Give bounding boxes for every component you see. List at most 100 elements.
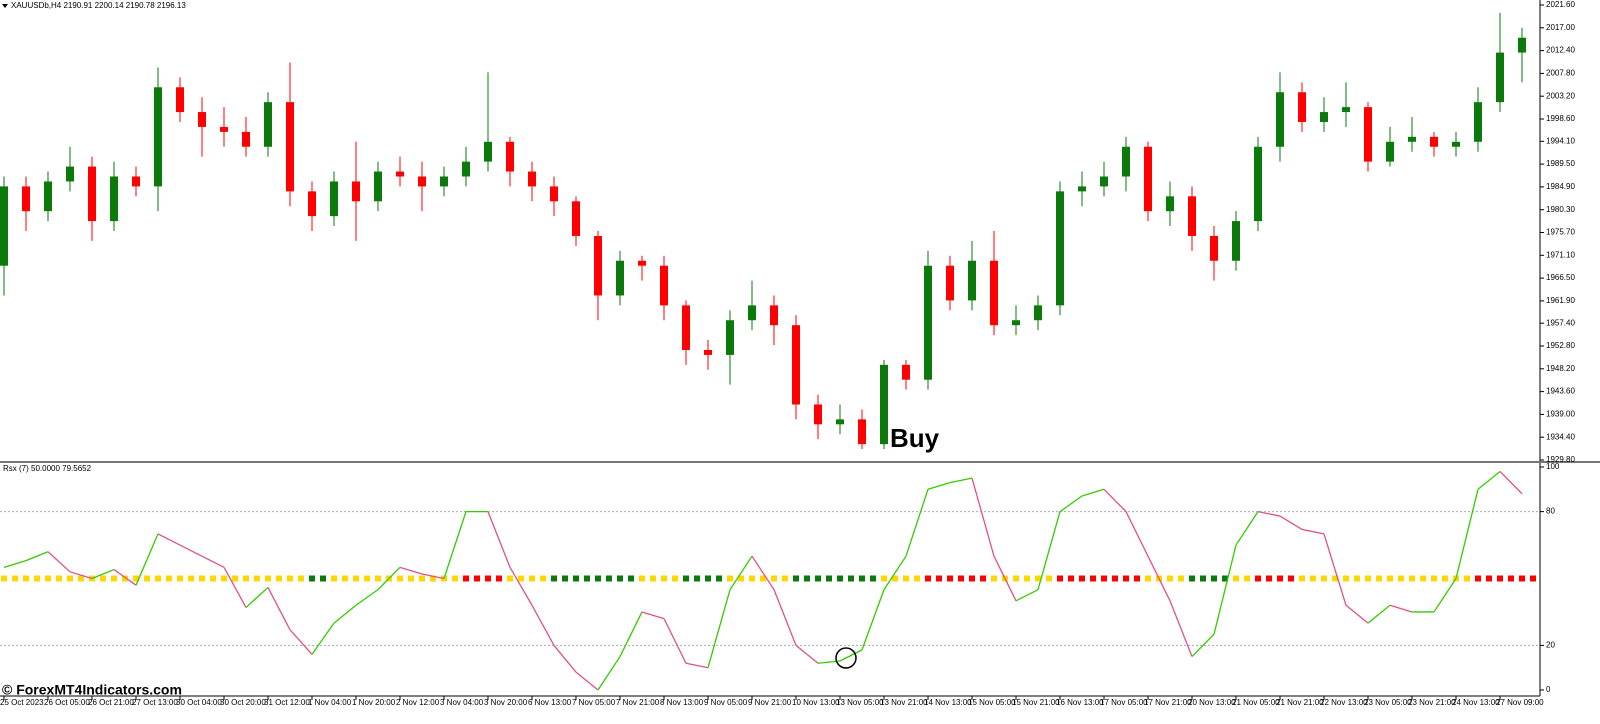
rsi-segment: [267, 587, 291, 631]
candle-body: [1254, 146, 1262, 222]
rsi-segment: [993, 555, 1017, 602]
signal-dot: [1332, 575, 1338, 582]
candle-body: [528, 171, 536, 187]
signal-dot: [199, 575, 205, 582]
y-tick-label: 1939.00: [1546, 410, 1575, 419]
x-tick-label: 9 Nov 05:00: [704, 698, 748, 707]
rsi-segment: [1345, 604, 1369, 624]
rsi-segment: [333, 604, 357, 624]
candle-body: [1012, 320, 1020, 326]
signal-dot: [1145, 575, 1151, 582]
x-tick-label: 22 Nov 13:00: [1320, 698, 1368, 707]
candle-body: [1232, 221, 1240, 261]
y-tick-label: 1984.90: [1546, 182, 1575, 191]
signal-dot: [1222, 575, 1228, 582]
candle-body: [462, 161, 470, 177]
rsi-segment: [927, 481, 951, 490]
x-tick-label: 14 Nov 13:00: [924, 698, 972, 707]
rsi-segment: [663, 618, 687, 664]
x-tick-label: 17 Nov 05:00: [1100, 698, 1148, 707]
signal-dot: [1442, 575, 1448, 582]
candle-body: [1474, 102, 1482, 142]
signal-dot: [23, 575, 29, 582]
candle-body: [506, 141, 514, 172]
x-tick-label: 23 Nov 05:00: [1364, 698, 1412, 707]
candle-body: [132, 176, 140, 187]
rsi-segment: [421, 573, 445, 580]
signal-dot: [848, 575, 854, 582]
signal-dot: [1431, 575, 1437, 582]
signal-dot: [1266, 575, 1272, 582]
candle-body: [1298, 92, 1306, 122]
rsi-segment: [1081, 488, 1105, 497]
candle-body: [418, 176, 426, 187]
signal-dot: [1321, 575, 1327, 582]
signal-dot: [210, 575, 216, 582]
x-tick-label: 13 Nov 21:00: [880, 698, 928, 707]
candle-body: [1430, 136, 1438, 147]
signal-dot: [1079, 575, 1085, 582]
signal-dot: [1299, 575, 1305, 582]
x-tick-label: 20 Nov 13:00: [1188, 698, 1236, 707]
signal-dot: [1178, 575, 1184, 582]
y-tick-label: 1971.10: [1546, 250, 1575, 259]
rsi-segment: [1103, 488, 1127, 513]
rsi-segment: [619, 611, 643, 657]
signal-dot: [573, 575, 579, 582]
x-tick-label: 21 Nov 21:00: [1276, 698, 1324, 707]
signal-dot: [375, 575, 381, 582]
signal-dot: [782, 575, 788, 582]
signal-dot: [551, 575, 557, 582]
candle-body: [792, 325, 800, 405]
x-tick-label: 26 Oct 21:00: [88, 698, 134, 707]
signal-dot: [1167, 575, 1173, 582]
rsi-segment: [883, 555, 907, 591]
x-tick-label: 9 Nov 21:00: [748, 698, 792, 707]
candle-body: [220, 126, 228, 132]
signal-dot: [1365, 575, 1371, 582]
candle-body: [1166, 196, 1174, 212]
rsi-segment: [751, 555, 775, 591]
signal-dot: [1255, 575, 1261, 582]
rsi-segment: [25, 551, 49, 562]
signal-dot: [529, 575, 535, 582]
rsi-segment: [1257, 510, 1281, 517]
x-tick-label: 31 Oct 12:00: [264, 698, 310, 707]
candle-body: [1386, 141, 1394, 162]
rsi-title: Rsx (7) 50.0000 79.5652: [3, 464, 92, 473]
signal-dot: [705, 575, 711, 582]
candle-body: [968, 260, 976, 301]
signal-dot: [133, 575, 139, 582]
signal-dot: [408, 575, 414, 582]
signal-dot: [628, 575, 634, 582]
candle-body: [990, 260, 998, 326]
signal-dot: [936, 575, 942, 582]
rsi-segment: [1433, 578, 1457, 613]
signal-dot: [1134, 575, 1140, 582]
candle-body: [770, 305, 778, 326]
rsi-segment: [905, 489, 929, 557]
candle-body: [924, 265, 932, 380]
signal-dot: [1057, 575, 1063, 582]
y-tick-label: 1952.80: [1546, 341, 1575, 350]
signal-dot: [265, 575, 271, 582]
rsi-segment: [1213, 544, 1237, 635]
rsi-segment: [377, 566, 401, 591]
candle-body: [374, 171, 382, 202]
candle-body: [1056, 191, 1064, 306]
signal-dot: [485, 575, 491, 582]
y-tick-label: 2017.00: [1546, 23, 1575, 32]
x-tick-label: 3 Nov 20:00: [484, 698, 528, 707]
rsi-segment: [1147, 555, 1171, 602]
rsi-segment: [971, 477, 995, 557]
signal-dot: [364, 575, 370, 582]
signal-dot: [100, 575, 106, 582]
candle-body: [660, 265, 668, 306]
rsi-segment: [1125, 511, 1149, 557]
signal-dot: [1024, 575, 1030, 582]
signal-dot: [683, 575, 689, 582]
candle-body: [1452, 141, 1460, 147]
y-tick-label: 80: [1546, 507, 1555, 516]
candle-body: [902, 364, 910, 380]
rsi-segment: [1015, 589, 1039, 602]
